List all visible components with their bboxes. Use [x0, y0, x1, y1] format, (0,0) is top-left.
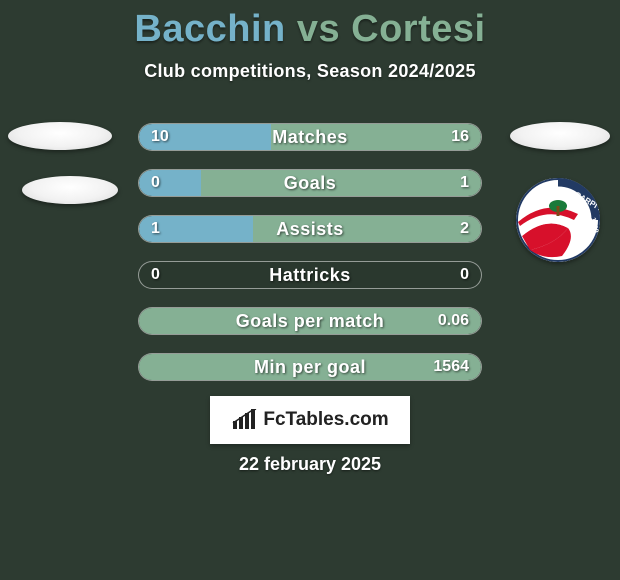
stat-row: Hattricks0 0	[138, 261, 482, 289]
stat-value-left: 0	[151, 170, 160, 196]
brand-chart-icon	[231, 409, 257, 431]
stat-label: Assists	[139, 216, 481, 242]
stat-value-left: 10	[151, 124, 169, 150]
stat-label: Goals per match	[139, 308, 481, 334]
stat-row: Assists1 2	[138, 215, 482, 243]
stat-value-right: 2	[460, 216, 469, 242]
brand-badge: FcTables.com	[210, 396, 410, 444]
stat-value-left: 0	[151, 262, 160, 288]
stats-container: Matches1016Goals01Assists12Hattricks00Go…	[138, 123, 482, 399]
stat-value-right: 1	[460, 170, 469, 196]
club2-crest-icon: CARPI FC 1909	[516, 178, 600, 262]
player1-placeholder-icon	[8, 122, 112, 150]
stat-value-right: 1564	[433, 354, 469, 380]
club1-placeholder-icon	[22, 176, 118, 204]
stat-value-right: 16	[451, 124, 469, 150]
date-label: 22 february 2025	[0, 454, 620, 475]
stat-label: Min per goal	[139, 354, 481, 380]
stat-value-right: 0	[460, 262, 469, 288]
page-title: Bacchin vs Cortesi	[0, 0, 620, 51]
stat-row: Matches10 16	[138, 123, 482, 151]
player2-placeholder-icon	[510, 122, 610, 150]
subtitle: Club competitions, Season 2024/2025	[0, 61, 620, 82]
stat-row: Min per goal1564	[138, 353, 482, 381]
stat-value-right: 0.06	[438, 308, 469, 334]
vs-label: vs	[297, 8, 340, 50]
stat-value-left: 1	[151, 216, 160, 242]
player1-name: Bacchin	[134, 8, 285, 50]
stat-label: Matches	[139, 124, 481, 150]
brand-text: FcTables.com	[263, 409, 388, 431]
stat-label: Hattricks	[139, 262, 481, 288]
stat-row: Goals0 1	[138, 169, 482, 197]
player2-name: Cortesi	[351, 8, 485, 50]
stat-row: Goals per match0.06	[138, 307, 482, 335]
stat-label: Goals	[139, 170, 481, 196]
